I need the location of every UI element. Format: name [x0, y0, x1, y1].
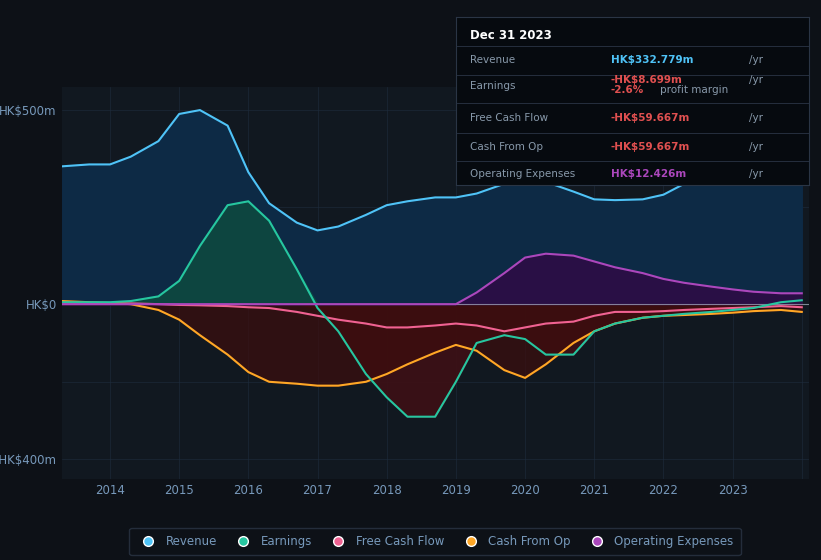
Text: Operating Expenses: Operating Expenses — [470, 169, 575, 179]
Legend: Revenue, Earnings, Free Cash Flow, Cash From Op, Operating Expenses: Revenue, Earnings, Free Cash Flow, Cash … — [130, 528, 741, 555]
Text: Cash From Op: Cash From Op — [470, 142, 543, 152]
Text: /yr: /yr — [749, 142, 763, 152]
Text: HK$12.426m: HK$12.426m — [611, 169, 686, 179]
Text: -HK$8.699m: -HK$8.699m — [611, 75, 683, 85]
Text: /yr: /yr — [749, 55, 763, 66]
Text: HK$332.779m: HK$332.779m — [611, 55, 694, 66]
Text: -HK$59.667m: -HK$59.667m — [611, 113, 690, 123]
Text: Dec 31 2023: Dec 31 2023 — [470, 29, 552, 41]
Text: -2.6%: -2.6% — [611, 85, 644, 95]
Text: Revenue: Revenue — [470, 55, 515, 66]
Text: Earnings: Earnings — [470, 81, 516, 91]
Text: /yr: /yr — [749, 75, 763, 85]
Text: /yr: /yr — [749, 113, 763, 123]
Text: profit margin: profit margin — [660, 85, 729, 95]
Text: -HK$59.667m: -HK$59.667m — [611, 142, 690, 152]
Text: /yr: /yr — [749, 169, 763, 179]
Text: Free Cash Flow: Free Cash Flow — [470, 113, 548, 123]
